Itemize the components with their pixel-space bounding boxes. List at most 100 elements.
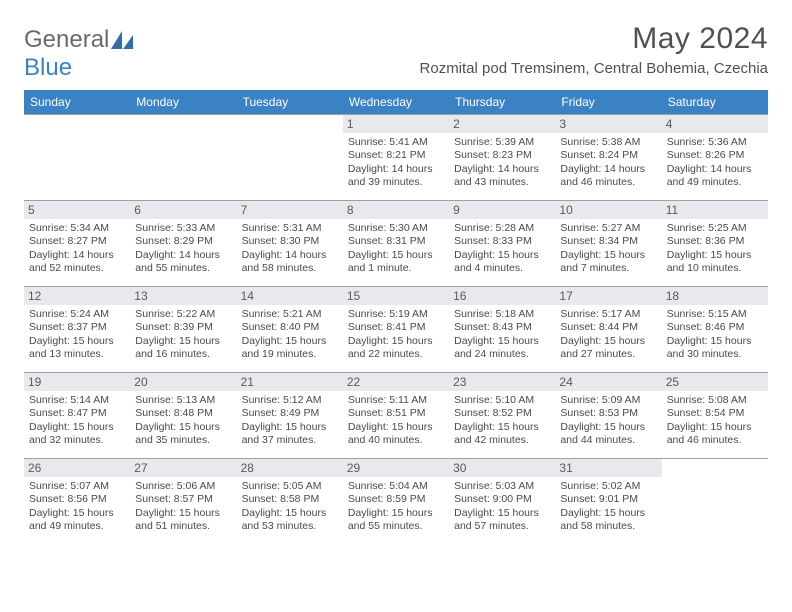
- cell-line: Sunrise: 5:05 AM: [242, 480, 338, 493]
- cell-line: Sunrise: 5:30 AM: [348, 222, 444, 235]
- day-number: 17: [555, 287, 661, 305]
- cell-line: and 10 minutes.: [667, 262, 763, 275]
- cell-line: and 13 minutes.: [29, 348, 125, 361]
- calendar-week-row: 1 Sunrise: 5:41 AMSunset: 8:21 PMDaylight…: [24, 115, 768, 201]
- cell-line: Sunrise: 5:15 AM: [667, 308, 763, 321]
- day-number: 29: [343, 459, 449, 477]
- cell-line: Daylight: 14 hours: [667, 163, 763, 176]
- cell-line: Daylight: 15 hours: [454, 335, 550, 348]
- day-number: 9: [449, 201, 555, 219]
- cell-line: and 35 minutes.: [135, 434, 231, 447]
- day-number: 31: [555, 459, 661, 477]
- cell-line: and 32 minutes.: [29, 434, 125, 447]
- calendar-cell: 19Sunrise: 5:14 AMSunset: 8:47 PMDayligh…: [24, 373, 130, 459]
- calendar-cell: 8Sunrise: 5:30 AMSunset: 8:31 PMDaylight…: [343, 201, 449, 287]
- weekday-header: Saturday: [662, 90, 768, 115]
- cell-line: Sunrise: 5:18 AM: [454, 308, 550, 321]
- cell-line: Sunset: 8:58 PM: [242, 493, 338, 506]
- cell-line: and 43 minutes.: [454, 176, 550, 189]
- cell-line: Sunset: 8:31 PM: [348, 235, 444, 248]
- calendar-cell: 9Sunrise: 5:28 AMSunset: 8:33 PMDaylight…: [449, 201, 555, 287]
- cell-line: and 22 minutes.: [348, 348, 444, 361]
- cell-line: Sunrise: 5:22 AM: [135, 308, 231, 321]
- day-number: 1: [343, 115, 449, 133]
- day-number: 27: [130, 459, 236, 477]
- cell-line: Daylight: 14 hours: [454, 163, 550, 176]
- logo-text-blue: Blue: [24, 54, 72, 81]
- cell-details: Sunrise: 5:15 AMSunset: 8:46 PMDaylight:…: [667, 308, 763, 362]
- calendar-cell: 31Sunrise: 5:02 AMSunset: 9:01 PMDayligh…: [555, 459, 661, 547]
- cell-line: Sunrise: 5:07 AM: [29, 480, 125, 493]
- calendar-cell: 15Sunrise: 5:19 AMSunset: 8:41 PMDayligh…: [343, 287, 449, 373]
- calendar-cell: 17Sunrise: 5:17 AMSunset: 8:44 PMDayligh…: [555, 287, 661, 373]
- calendar-cell: 16Sunrise: 5:18 AMSunset: 8:43 PMDayligh…: [449, 287, 555, 373]
- calendar-cell: 4Sunrise: 5:36 AMSunset: 8:26 PMDaylight…: [662, 115, 768, 201]
- cell-details: Sunrise: 5:22 AMSunset: 8:39 PMDaylight:…: [135, 308, 231, 362]
- cell-line: Sunset: 8:37 PM: [29, 321, 125, 334]
- cell-line: and 46 minutes.: [667, 434, 763, 447]
- cell-details: Sunrise: 5:34 AMSunset: 8:27 PMDaylight:…: [29, 222, 125, 276]
- cell-details: Sunrise: 5:11 AMSunset: 8:51 PMDaylight:…: [348, 394, 444, 448]
- day-number: 10: [555, 201, 661, 219]
- cell-line: and 49 minutes.: [667, 176, 763, 189]
- cell-line: Sunset: 8:49 PM: [242, 407, 338, 420]
- cell-line: Sunset: 8:57 PM: [135, 493, 231, 506]
- cell-line: Sunset: 8:23 PM: [454, 149, 550, 162]
- cell-line: Daylight: 15 hours: [29, 507, 125, 520]
- cell-line: Daylight: 14 hours: [348, 163, 444, 176]
- cell-details: Sunrise: 5:09 AMSunset: 8:53 PMDaylight:…: [560, 394, 656, 448]
- cell-line: Sunset: 8:30 PM: [242, 235, 338, 248]
- cell-line: Sunset: 8:39 PM: [135, 321, 231, 334]
- cell-line: Daylight: 15 hours: [29, 421, 125, 434]
- cell-line: and 52 minutes.: [29, 262, 125, 275]
- cell-details: Sunrise: 5:41 AMSunset: 8:21 PMDaylight:…: [348, 136, 444, 190]
- day-number: 22: [343, 373, 449, 391]
- cell-line: Sunrise: 5:10 AM: [454, 394, 550, 407]
- cell-line: Sunrise: 5:39 AM: [454, 136, 550, 149]
- cell-line: Sunset: 8:52 PM: [454, 407, 550, 420]
- cell-line: and 44 minutes.: [560, 434, 656, 447]
- calendar-cell: 13Sunrise: 5:22 AMSunset: 8:39 PMDayligh…: [130, 287, 236, 373]
- calendar-cell: 26Sunrise: 5:07 AMSunset: 8:56 PMDayligh…: [24, 459, 130, 547]
- cell-details: Sunrise: 5:13 AMSunset: 8:48 PMDaylight:…: [135, 394, 231, 448]
- cell-details: Sunrise: 5:36 AMSunset: 8:26 PMDaylight:…: [667, 136, 763, 190]
- cell-line: Sunset: 8:47 PM: [29, 407, 125, 420]
- page-header: General Blue May 2024 Rozmital pod Trems…: [24, 22, 768, 82]
- day-number: 19: [24, 373, 130, 391]
- cell-line: Sunset: 8:51 PM: [348, 407, 444, 420]
- day-number: 6: [130, 201, 236, 219]
- cell-line: and 57 minutes.: [454, 520, 550, 533]
- weekday-header: Wednesday: [343, 90, 449, 115]
- calendar-cell: 30Sunrise: 5:03 AMSunset: 9:00 PMDayligh…: [449, 459, 555, 547]
- cell-line: Sunset: 8:48 PM: [135, 407, 231, 420]
- calendar-cell: 2Sunrise: 5:39 AMSunset: 8:23 PMDaylight…: [449, 115, 555, 201]
- cell-line: Sunrise: 5:38 AM: [560, 136, 656, 149]
- cell-details: Sunrise: 5:04 AMSunset: 8:59 PMDaylight:…: [348, 480, 444, 534]
- calendar-body: 1 Sunrise: 5:41 AMSunset: 8:21 PMDaylight…: [24, 115, 768, 547]
- logo: General Blue: [24, 26, 133, 82]
- cell-details: Sunrise: 5:25 AMSunset: 8:36 PMDaylight:…: [667, 222, 763, 276]
- location-text: Rozmital pod Tremsinem, Central Bohemia,…: [420, 60, 768, 77]
- cell-details: Sunrise: 5:05 AMSunset: 8:58 PMDaylight:…: [242, 480, 338, 534]
- calendar-cell: [130, 115, 236, 201]
- cell-line: Sunset: 9:00 PM: [454, 493, 550, 506]
- cell-line: and 55 minutes.: [135, 262, 231, 275]
- cell-line: Daylight: 15 hours: [348, 335, 444, 348]
- cell-line: Sunset: 8:46 PM: [667, 321, 763, 334]
- cell-details: Sunrise: 5:06 AMSunset: 8:57 PMDaylight:…: [135, 480, 231, 534]
- cell-line: and 27 minutes.: [560, 348, 656, 361]
- weekday-header: Monday: [130, 90, 236, 115]
- logo-text-general: General: [24, 26, 109, 53]
- cell-line: Sunrise: 5:27 AM: [560, 222, 656, 235]
- day-number: 18: [662, 287, 768, 305]
- calendar-cell: 20Sunrise: 5:13 AMSunset: 8:48 PMDayligh…: [130, 373, 236, 459]
- calendar-cell: 7Sunrise: 5:31 AMSunset: 8:30 PMDaylight…: [237, 201, 343, 287]
- cell-line: Sunrise: 5:41 AM: [348, 136, 444, 149]
- cell-line: Sunrise: 5:13 AM: [135, 394, 231, 407]
- calendar-cell: 12Sunrise: 5:24 AMSunset: 8:37 PMDayligh…: [24, 287, 130, 373]
- day-number: 12: [24, 287, 130, 305]
- cell-line: Daylight: 15 hours: [242, 335, 338, 348]
- cell-details: Sunrise: 5:33 AMSunset: 8:29 PMDaylight:…: [135, 222, 231, 276]
- cell-details: Sunrise: 5:12 AMSunset: 8:49 PMDaylight:…: [242, 394, 338, 448]
- cell-line: Sunset: 8:40 PM: [242, 321, 338, 334]
